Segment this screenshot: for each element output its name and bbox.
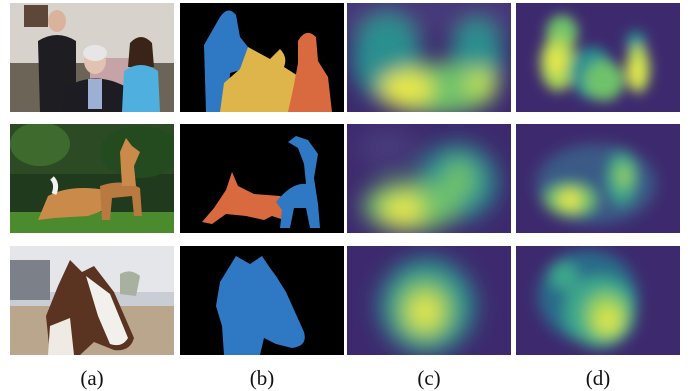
photo-deer [10, 124, 174, 233]
mask-horse [180, 246, 344, 355]
caption-c: (c) [417, 366, 441, 390]
caption-b: (b) [249, 366, 275, 390]
heatmap-refined-deer [516, 124, 680, 233]
heatmap-coarse-deer [347, 124, 511, 233]
mask-deer [180, 124, 344, 233]
heatmap-coarse-people [347, 3, 511, 112]
photo-people [10, 3, 174, 112]
heatmap-coarse-horse [347, 246, 511, 355]
caption-d: (d) [585, 366, 611, 390]
caption-a: (a) [80, 366, 104, 390]
heatmap-refined-horse [516, 246, 680, 355]
heatmap-refined-people [516, 3, 680, 112]
mask-people [180, 3, 344, 112]
photo-horse [10, 246, 174, 355]
